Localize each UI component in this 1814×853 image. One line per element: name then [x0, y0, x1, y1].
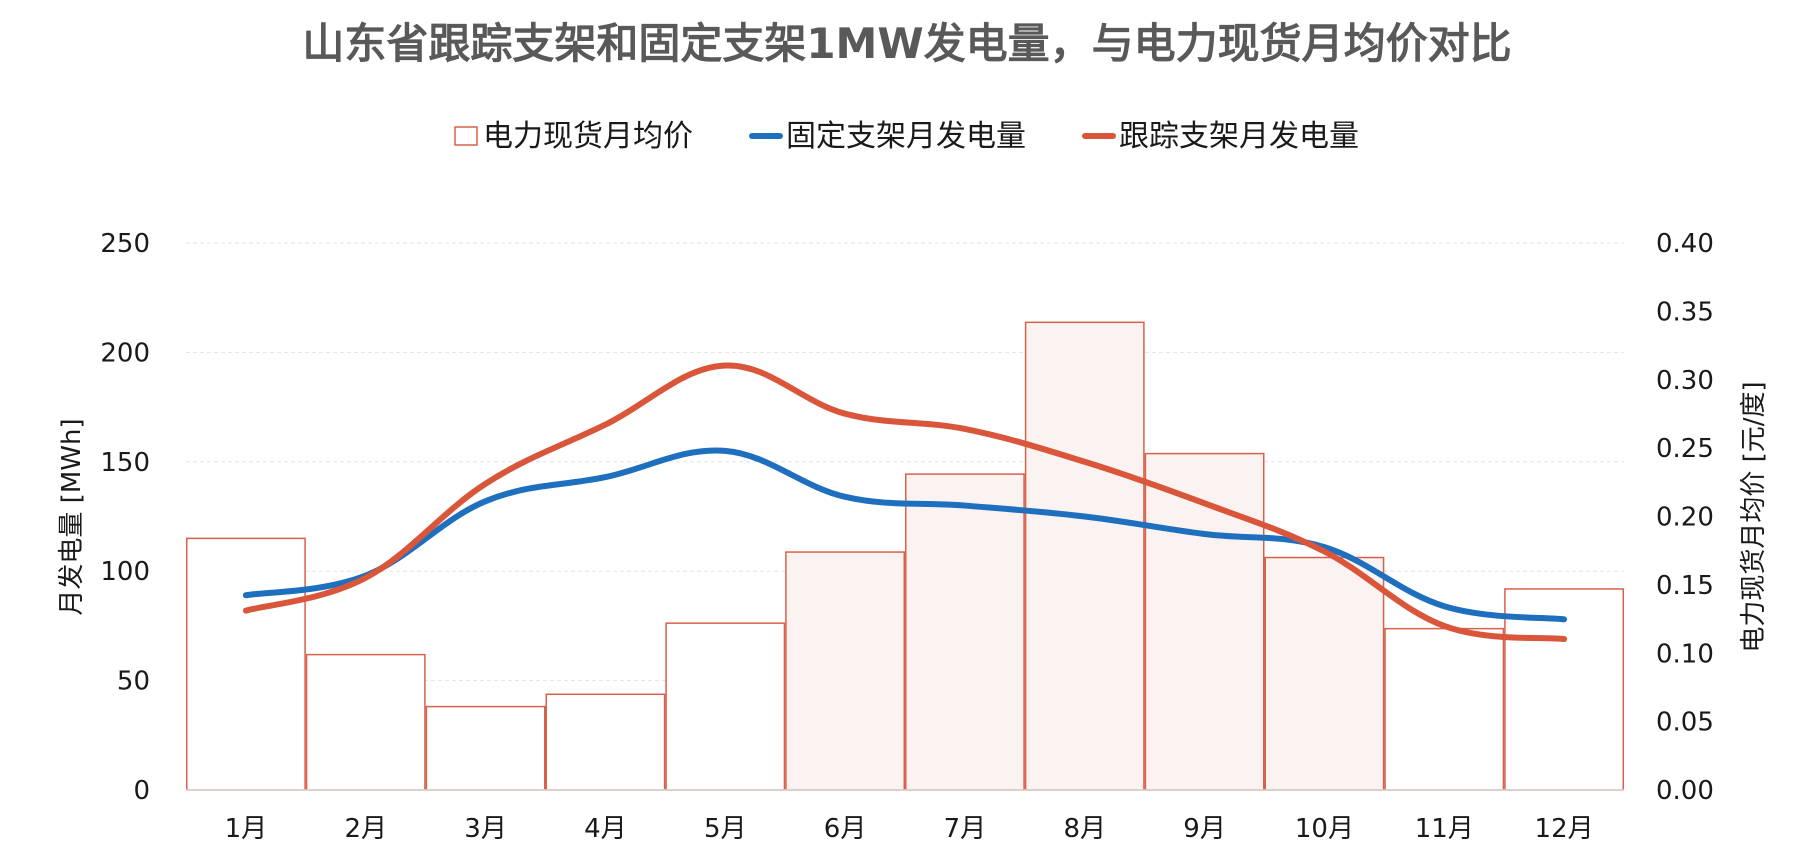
- left-tick-label: 200: [100, 338, 150, 368]
- right-tick-label: 0.00: [1656, 776, 1714, 806]
- legend-item: 跟踪支架月发电量: [1082, 119, 1359, 154]
- price-bar: [1144, 452, 1265, 791]
- legend-swatch-bar: [454, 126, 478, 146]
- price-bar: [305, 653, 426, 791]
- legend-item: 固定支架月发电量: [749, 119, 1026, 154]
- chart-title: 山东省跟踪支架和固定支架1MW发电量，与电力现货月均价对比: [302, 19, 1511, 68]
- price-bar: [1504, 588, 1624, 791]
- right-tick-label: 0.35: [1656, 297, 1714, 327]
- right-tick-label: 0.05: [1656, 708, 1714, 738]
- x-tick-label: 3月: [464, 814, 507, 844]
- x-tick-label: 7月: [944, 814, 987, 844]
- price-bar: [905, 473, 1025, 791]
- right-tick-label: 0.30: [1656, 366, 1714, 396]
- price-bar: [785, 551, 906, 791]
- price-bar: [425, 705, 546, 791]
- x-tick-label: 8月: [1063, 814, 1106, 844]
- legend-item: 电力现货月均价: [454, 119, 693, 154]
- tracking-mount-line: [242, 362, 1568, 643]
- left-axis-label: 月发电量 [MWh]: [57, 418, 87, 615]
- generation-lines: [242, 362, 1568, 643]
- x-tick-label: 12月: [1535, 814, 1594, 844]
- left-tick-label: 0: [133, 776, 150, 806]
- left-tick-label: 100: [100, 557, 150, 587]
- x-tick-label: 9月: [1183, 814, 1226, 844]
- right-tick-label: 0.20: [1656, 503, 1714, 533]
- price-bar: [1024, 321, 1145, 791]
- price-bar: [186, 537, 306, 791]
- price-bar: [545, 693, 666, 791]
- left-tick-label: 50: [117, 667, 150, 697]
- legend: 电力现货月均价 固定支架月发电量 跟踪支架月发电量: [454, 119, 1359, 154]
- x-tick-label: 6月: [824, 814, 867, 844]
- price-bars: [186, 321, 1624, 791]
- right-tick-label: 0.15: [1656, 571, 1714, 601]
- x-tick-label: 1月: [225, 814, 268, 844]
- price-bar: [665, 622, 786, 791]
- x-tick-label: 11月: [1415, 814, 1474, 844]
- left-tick-label: 250: [100, 229, 150, 259]
- x-tick-label: 5月: [704, 814, 747, 844]
- price-bar: [1264, 556, 1385, 791]
- left-tick-label: 150: [100, 448, 150, 478]
- legend-label: 电力现货月均价: [483, 119, 693, 154]
- right-tick-label: 0.40: [1656, 229, 1714, 259]
- legend-label: 跟踪支架月发电量: [1119, 119, 1359, 154]
- price-bar: [1384, 627, 1505, 791]
- x-tick-label: 4月: [584, 814, 627, 844]
- left-axis-ticks: 0 50 100 150 200 250: [100, 229, 150, 806]
- legend-label: 固定支架月发电量: [786, 119, 1026, 154]
- fixed-mount-line: [242, 447, 1568, 623]
- right-axis-label: 电力现货月均价 [元/度]: [1739, 381, 1769, 652]
- x-tick-label: 2月: [344, 814, 387, 844]
- right-tick-label: 0.25: [1656, 434, 1714, 464]
- right-axis-ticks: 0.00 0.05 0.10 0.15 0.20 0.25 0.30 0.35 0.40: [1656, 229, 1714, 806]
- right-tick-label: 0.10: [1656, 639, 1714, 669]
- x-tick-label: 10月: [1295, 814, 1354, 844]
- x-axis-ticks: 1月 2月 3月 4月 5月 6月 7月 8月 9月 10月 11月 12月: [225, 814, 1594, 844]
